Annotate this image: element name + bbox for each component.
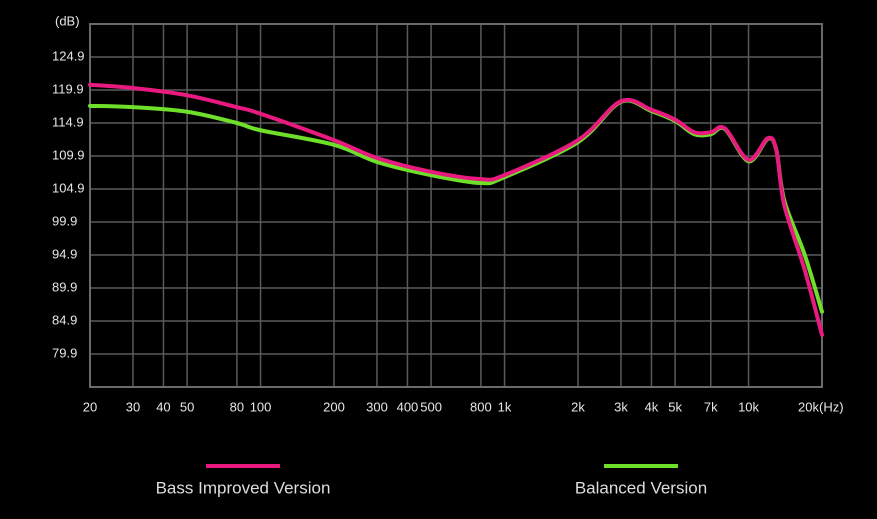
y-tick-label: 94.9: [52, 246, 77, 261]
x-tick-label: 7k: [704, 399, 718, 414]
y-tick-label: 89.9: [52, 279, 77, 294]
x-axis-label: (Hz): [819, 399, 844, 414]
y-tick-label: 79.9: [52, 345, 77, 360]
y-tick-label: 84.9: [52, 312, 77, 327]
x-tick-label: 100: [250, 399, 272, 414]
x-tick-label: 80: [230, 399, 244, 414]
x-tick-label: 4k: [645, 399, 659, 414]
x-tick-label: 20: [83, 399, 97, 414]
x-tick-label: 800: [470, 399, 492, 414]
y-axis-label: (dB): [55, 13, 80, 28]
legend-text: Balanced Version: [575, 478, 707, 497]
x-tick-label: 500: [420, 399, 442, 414]
x-tick-label: 300: [366, 399, 388, 414]
y-tick-label: 99.9: [52, 213, 77, 228]
y-tick-label: 119.9: [52, 81, 84, 96]
y-tick-label: 104.9: [52, 180, 85, 195]
x-tick-label: 10k: [738, 399, 759, 414]
x-tick-label: 200: [323, 399, 345, 414]
x-tick-label: 20k: [798, 399, 819, 414]
plot-frame: [89, 23, 823, 388]
series-line: [88, 82, 824, 337]
x-tick-label: 30: [126, 399, 140, 414]
x-tick-label: 40: [156, 399, 170, 414]
x-tick-label: 3k: [614, 399, 628, 414]
x-tick-label: 400: [397, 399, 419, 414]
y-tick-label: 114.9: [52, 114, 84, 129]
x-tick-label: 1k: [498, 399, 512, 414]
legend-text: Bass Improved Version: [156, 478, 331, 497]
x-tick-label: 2k: [571, 399, 585, 414]
y-tick-label: 109.9: [52, 147, 85, 162]
x-tick-label: 5k: [668, 399, 682, 414]
x-tick-label: 50: [180, 399, 194, 414]
y-tick-label: 124.9: [52, 48, 85, 63]
